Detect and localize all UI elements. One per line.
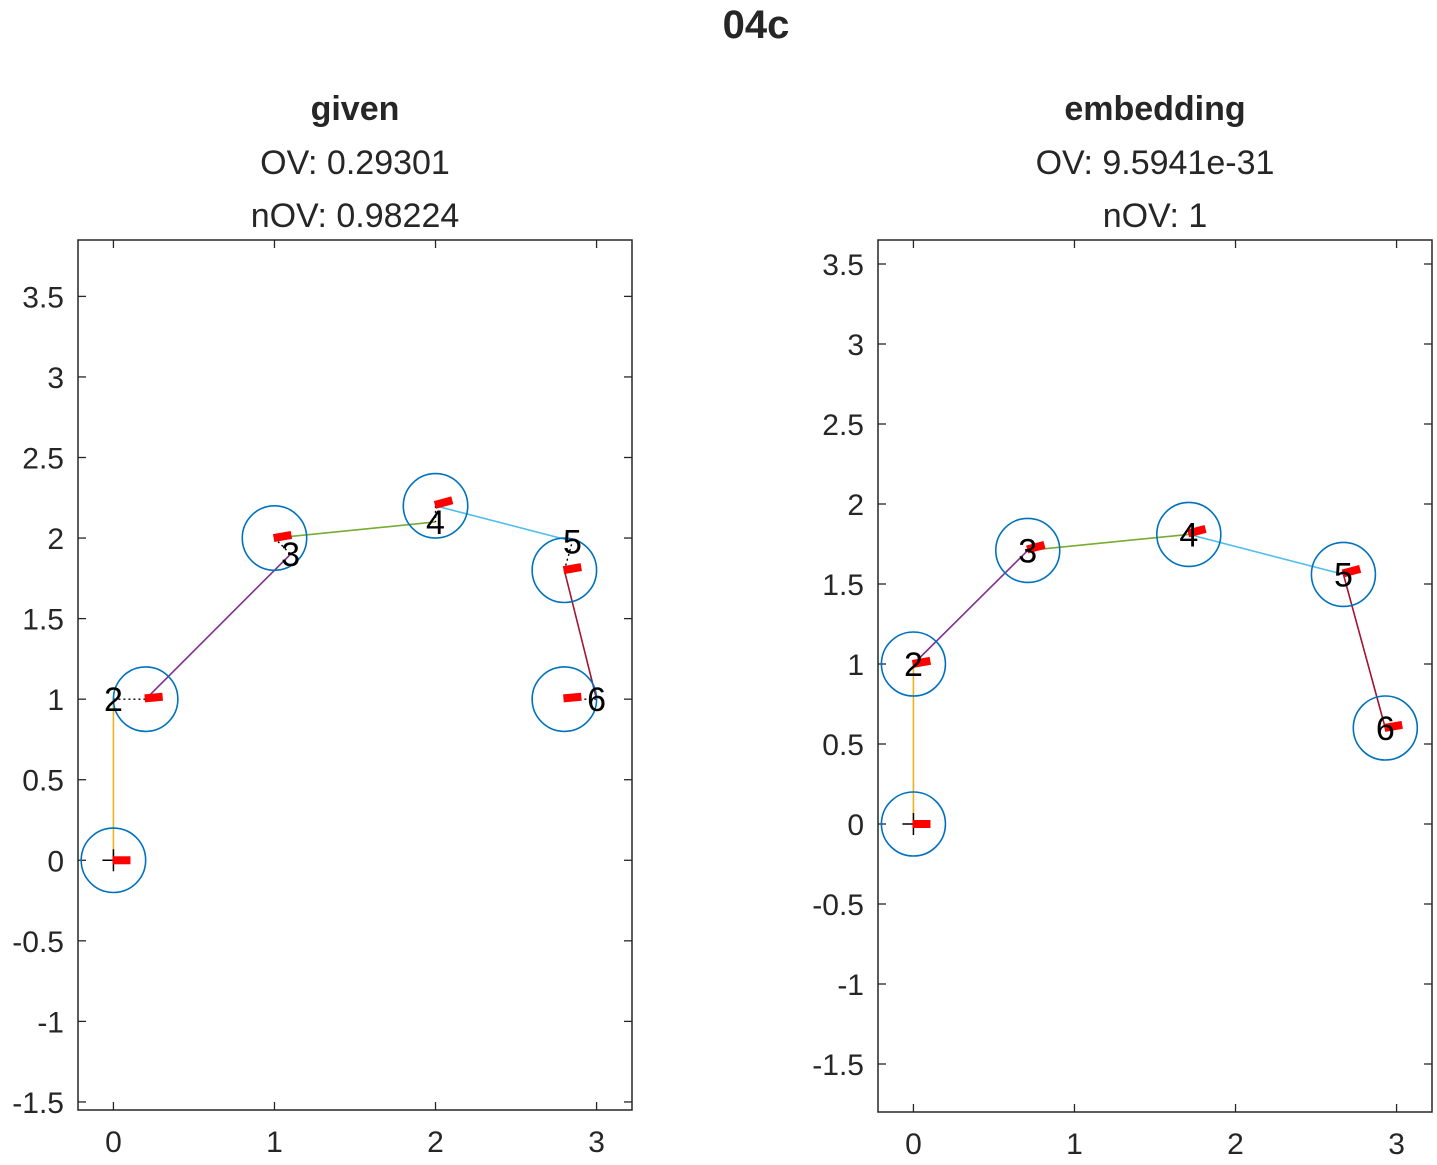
panel-subtitle-nov: nOV: 0.98224: [251, 197, 460, 235]
orientation-marker: [433, 496, 454, 509]
orientation-marker: [911, 656, 932, 668]
node-circle: [994, 517, 1061, 584]
node-circle: [241, 505, 308, 572]
panel-embedding: embedding OV: 9.5941e-31 nOV: 1 0 1 2 3 -1.5…: [812, 90, 1433, 1161]
orientation-marker: [1341, 565, 1362, 578]
edge-line: [1027, 533, 1189, 552]
node-circle: [1352, 695, 1419, 761]
y-tick-label: -1.5: [812, 1049, 864, 1082]
orientation-marker: [144, 692, 164, 703]
y-tick-label: 1.5: [22, 604, 64, 637]
orientation-marker: [1187, 525, 1207, 538]
dotted-link: [563, 541, 574, 571]
node-circle: [80, 827, 147, 894]
figure-title: 04c: [723, 3, 790, 47]
y-tick-label: 0.5: [822, 729, 864, 762]
orientation-marker: [912, 820, 931, 828]
node-label: 6: [1376, 710, 1395, 748]
edge-line: [1342, 574, 1387, 729]
panel-title: given: [311, 90, 400, 128]
x-tick-label: 3: [1388, 1128, 1405, 1161]
node-circle: [1156, 501, 1222, 568]
node-circle: [112, 666, 179, 733]
node-label: 4: [426, 504, 445, 542]
y-tick-label: -1: [37, 1006, 64, 1039]
panel-given: given OV: 0.29301 nOV: 0.98224 0 1 2 3 -1.5 -…: [12, 90, 633, 1159]
orientation-marker: [562, 563, 582, 575]
y-tick-label: 2.5: [22, 443, 64, 476]
panel-subtitle-nov: nOV: 1: [1103, 197, 1208, 235]
x-tick-label: 2: [427, 1126, 444, 1159]
y-tick-label: 2: [847, 489, 864, 522]
node-circle: [1310, 541, 1377, 608]
y-tick-label: 1.5: [822, 569, 864, 602]
y-tick-label: 0: [847, 809, 864, 842]
node-label: 5: [563, 523, 582, 561]
edge-line: [145, 553, 292, 700]
node-circle: [880, 791, 947, 857]
node-label: 2: [104, 681, 123, 719]
y-tick-label: 0.5: [22, 765, 64, 798]
node-label: 5: [1334, 556, 1353, 594]
edge-line: [1188, 533, 1344, 576]
orientation-marker: [563, 692, 582, 703]
y-tick-label: 3.5: [822, 249, 864, 282]
node-circle: [402, 472, 469, 539]
node-label: 3: [1018, 532, 1037, 570]
node-circle: [531, 537, 598, 604]
y-tick-label: 3.5: [22, 281, 64, 314]
y-tick-label: -0.5: [12, 926, 64, 959]
panel-subtitle-ov: OV: 0.29301: [260, 144, 450, 182]
panel-title: embedding: [1064, 90, 1245, 128]
y-tick-label: 2.5: [822, 409, 864, 442]
y-tick-label: -1: [837, 969, 864, 1002]
node-label: 3: [281, 536, 300, 574]
orientation-marker: [1383, 720, 1403, 732]
x-tick-label: 2: [1227, 1128, 1244, 1161]
x-tick-label: 0: [905, 1128, 922, 1161]
x-tick-label: 1: [1066, 1128, 1083, 1161]
axes-frame: [877, 239, 1433, 1113]
x-tick-label: 0: [105, 1126, 122, 1159]
edge-line: [435, 505, 573, 543]
orientation-marker: [1026, 541, 1046, 554]
y-tick-label: 2: [47, 523, 64, 556]
node-label: 6: [587, 681, 606, 719]
node-label: 4: [1179, 516, 1198, 554]
axes-frame: [77, 239, 633, 1111]
x-tick-label: 1: [266, 1126, 283, 1159]
y-tick-label: 0: [47, 845, 64, 878]
dotted-link: [273, 537, 292, 555]
node-circle: [531, 666, 598, 733]
node-label: 2: [904, 646, 923, 684]
y-tick-label: -0.5: [812, 889, 864, 922]
orientation-marker: [272, 530, 293, 542]
y-tick-label: 3: [47, 362, 64, 395]
orientation-marker: [112, 856, 131, 865]
y-tick-label: 1: [847, 649, 864, 682]
edge-line: [912, 549, 1029, 665]
x-tick-label: 3: [588, 1126, 605, 1159]
edge-line: [563, 570, 598, 700]
y-tick-label: -1.5: [12, 1087, 64, 1120]
panel-subtitle-ov: OV: 9.5941e-31: [1036, 144, 1275, 182]
y-tick-label: 1: [47, 684, 64, 717]
y-tick-label: 3: [847, 329, 864, 362]
node-circle: [880, 631, 947, 697]
